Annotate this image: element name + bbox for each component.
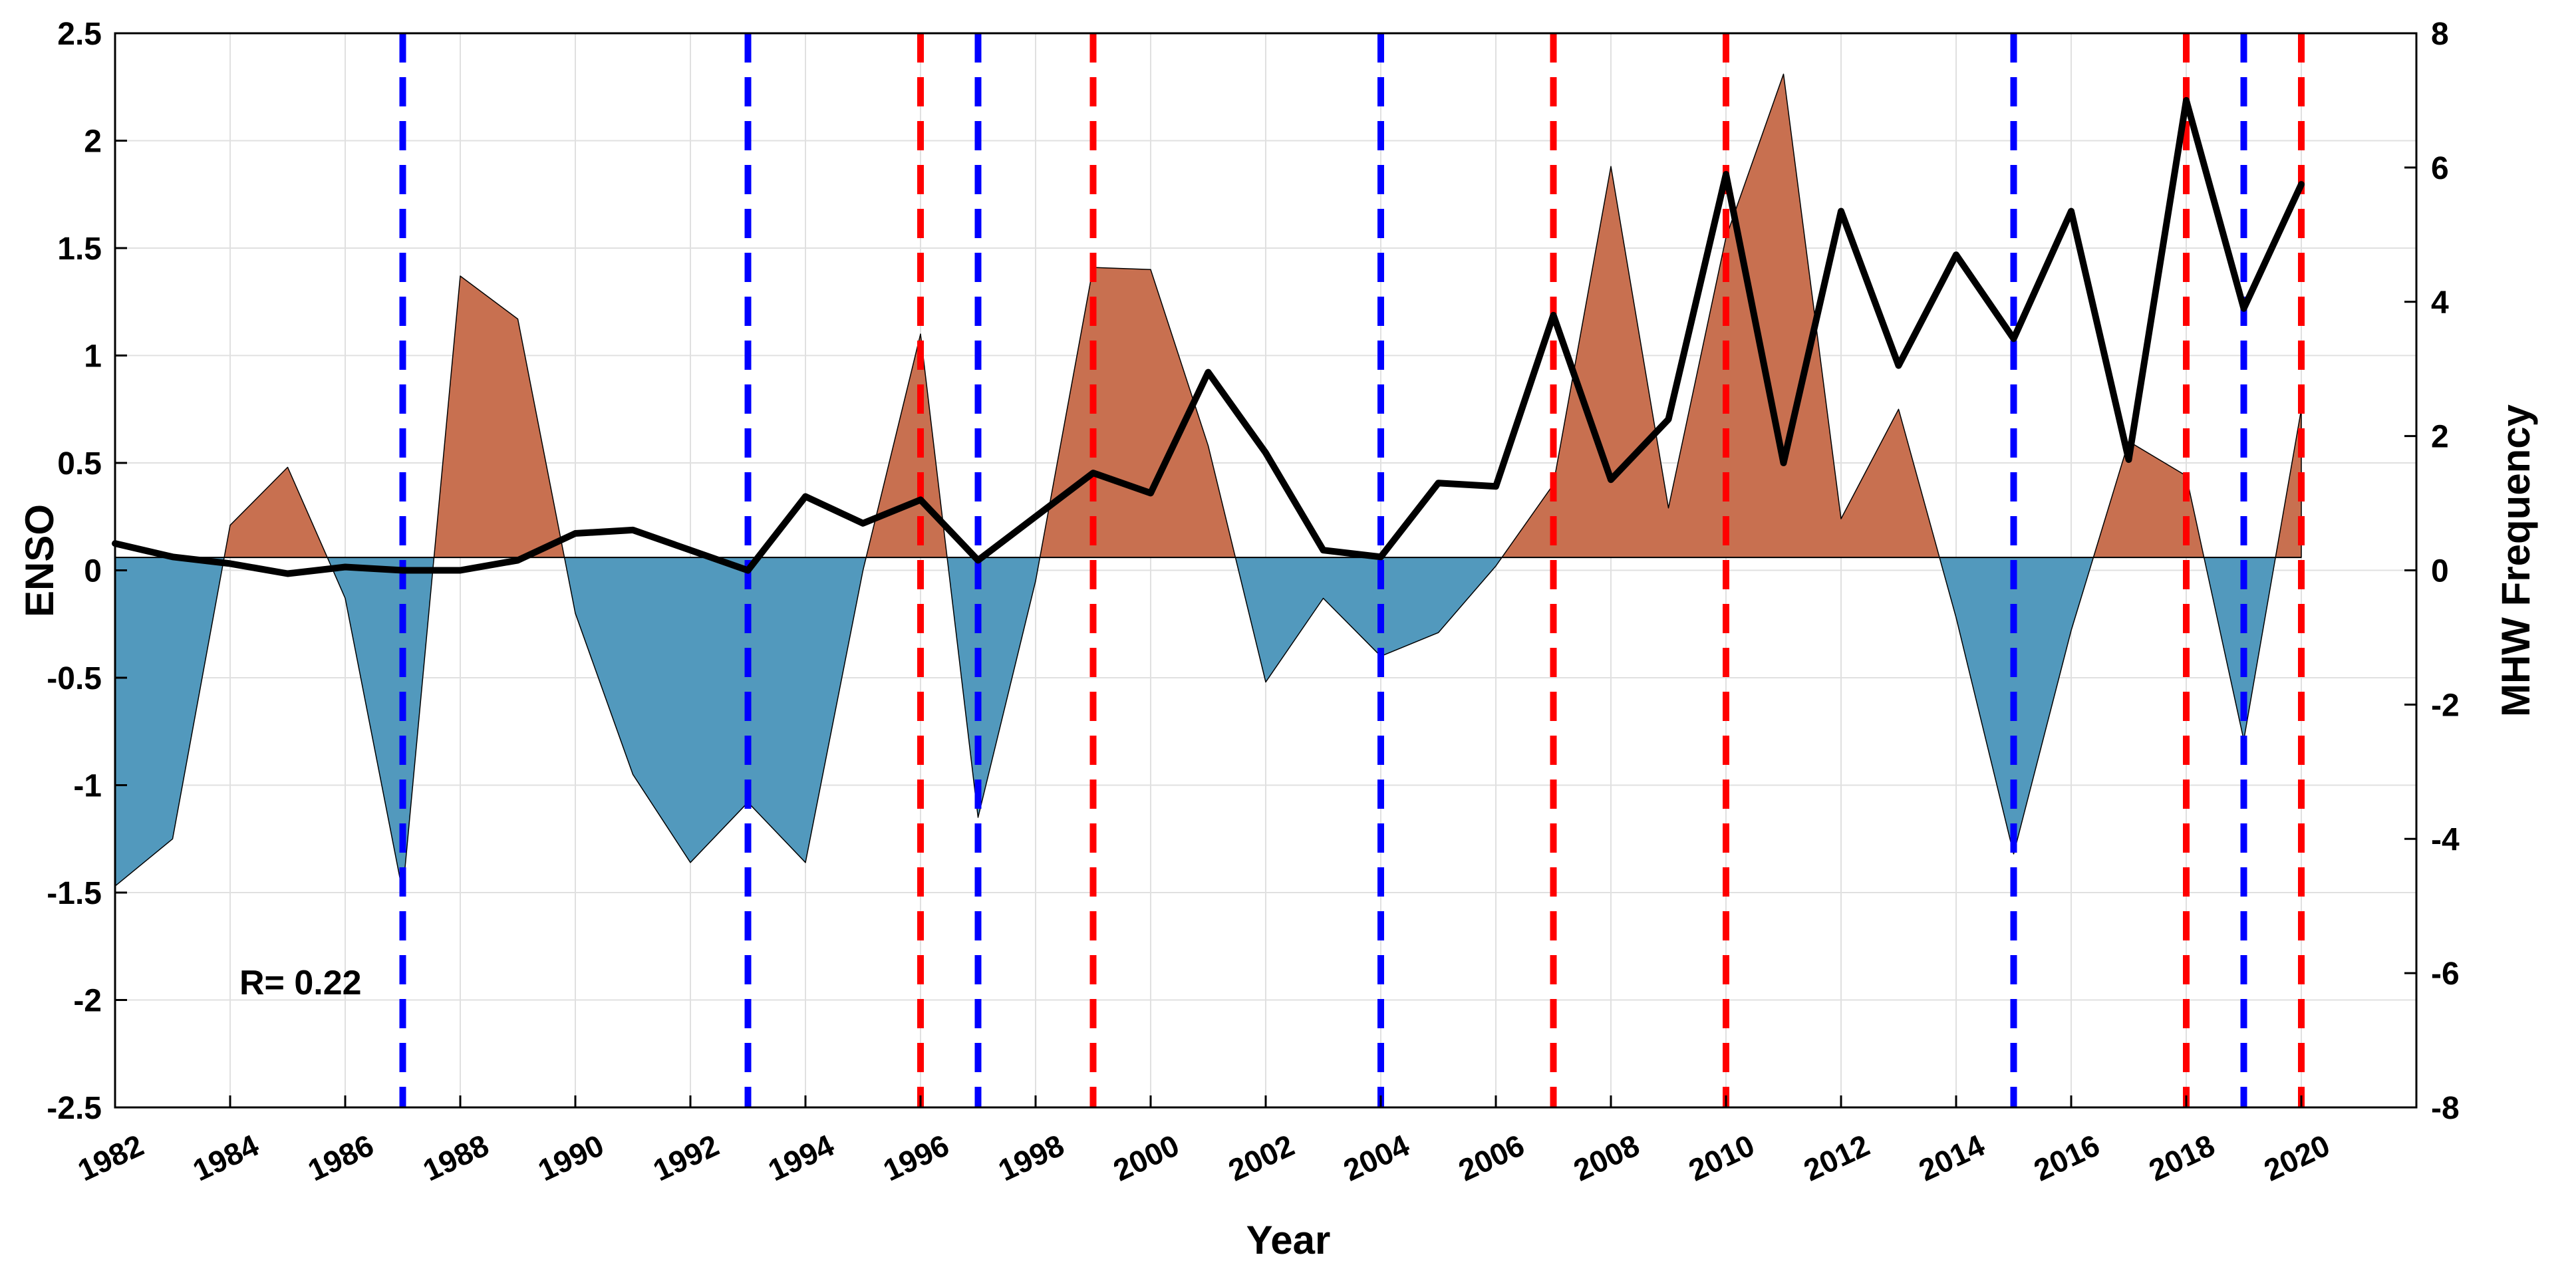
axes-frame (114, 32, 2418, 1109)
left-tick-label: 2 (84, 124, 102, 160)
right-tick-label: -4 (2431, 822, 2460, 857)
left-tick-label: 2.5 (57, 17, 102, 52)
left-tick-label: 0 (84, 554, 102, 589)
left-axis-label: ENSO (17, 504, 62, 617)
left-tick-label: 1.5 (57, 231, 102, 267)
right-tick-label: 0 (2431, 554, 2449, 589)
left-tick-label: -0.5 (47, 661, 102, 696)
right-tick-labels: -8 -6 -4 -2 0 2 4 6 8 (2431, 17, 2460, 1126)
enso-negative-area (1234, 557, 1503, 683)
left-tick-label: -2.5 (47, 1091, 102, 1126)
left-tick-label: -2 (73, 984, 102, 1019)
left-tick-label: 1 (84, 339, 102, 374)
enso-positive-area (1501, 73, 1940, 558)
right-tick-label: -6 (2431, 956, 2460, 992)
right-tick-label: -2 (2431, 688, 2460, 723)
left-tick-label: -1 (73, 769, 102, 804)
right-tick-label: 2 (2431, 420, 2449, 455)
right-tick-label: 6 (2431, 151, 2449, 186)
right-axis-label: MHW Frequency (2494, 404, 2538, 717)
mhw-line-group (112, 96, 2305, 577)
x-axis-label: Year (1246, 1218, 1331, 1262)
mhw-frequency-line (112, 96, 2305, 577)
left-tick-labels: -2.5 -2 -1.5 -1 -0.5 0 0.5 1 1.5 2 2.5 (47, 17, 102, 1126)
right-tick-label: -8 (2431, 1091, 2460, 1126)
right-tick-label: 8 (2431, 17, 2449, 52)
left-tick-label: 0.5 (57, 446, 102, 482)
right-tick-label: 4 (2431, 285, 2449, 321)
correlation-annotation: R= 0.22 (239, 964, 362, 1002)
event-markers (399, 33, 2305, 1107)
left-tick-label: -1.5 (47, 876, 102, 911)
